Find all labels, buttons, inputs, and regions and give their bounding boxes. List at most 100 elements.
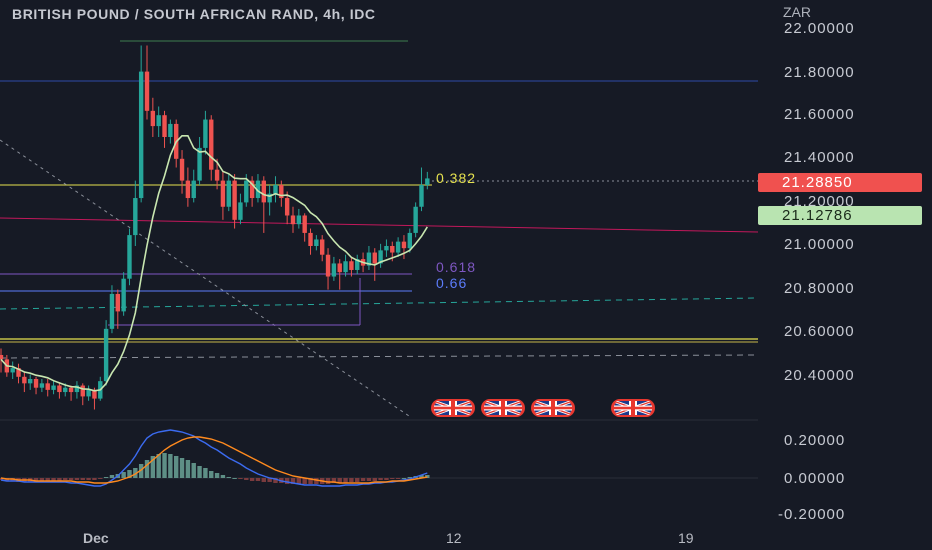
macd-histogram-bar (366, 478, 372, 481)
candle-body (0, 355, 4, 360)
macd-histogram-bar (378, 478, 383, 480)
candle-body (273, 184, 278, 194)
macd-histogram-bar (109, 475, 115, 478)
candle-body (22, 376, 27, 384)
macd-histogram-bar (355, 478, 360, 482)
candle-body (366, 252, 372, 266)
candle-body (220, 180, 226, 207)
macd-histogram-bar (255, 478, 261, 481)
price-label: 22.00000 (784, 20, 855, 37)
macd-histogram-bar (127, 470, 132, 478)
macd-histogram-bar (220, 475, 226, 478)
candle-body (150, 110, 156, 127)
candle-body (395, 241, 401, 253)
macd-histogram-bar (226, 477, 231, 478)
candle-body (74, 385, 80, 393)
macd-histogram-bar (296, 478, 302, 484)
candle-body (314, 239, 319, 246)
time-label: 12 (446, 530, 462, 546)
chart-title: BRITISH POUND / SOUTH AFRICAN RAND, 4h, … (12, 6, 376, 22)
moving-average-line (0, 135, 428, 392)
candle-body (209, 119, 214, 170)
candle-body (413, 206, 418, 233)
candle-body (109, 293, 115, 329)
candle-body (28, 378, 33, 384)
candle-body (191, 180, 196, 199)
uk-flag-icon[interactable] (611, 399, 655, 417)
price-label: 20.60000 (784, 323, 855, 340)
macd-histogram-bar (51, 478, 56, 481)
price-label: 21.40000 (784, 149, 855, 166)
candle-body (33, 378, 39, 388)
candle-body (39, 383, 45, 388)
macd-axis-label: -0.20000 (778, 506, 846, 523)
macd-histogram-bar (168, 454, 173, 478)
macd-histogram-bar (302, 478, 307, 484)
macd-histogram-bar (121, 472, 126, 478)
candle-body (249, 180, 255, 199)
macd-histogram-bar (144, 460, 150, 478)
candle-body (179, 158, 185, 181)
macd-histogram-bar (150, 456, 156, 478)
candle-body (255, 180, 261, 199)
candle-body (372, 252, 377, 264)
price-label: 21.80000 (784, 64, 855, 81)
macd-histogram-bar (360, 478, 366, 481)
candle-body (68, 387, 74, 393)
candle-body (197, 147, 202, 181)
macd-axis-label: 0.00000 (784, 470, 846, 487)
macd-histogram-bar (98, 478, 103, 479)
dotted-trend-line (0, 139, 413, 419)
uk-flag-icon[interactable] (531, 399, 575, 417)
candle-body (384, 246, 389, 251)
candle-body (425, 178, 430, 185)
macd-histogram-bar (384, 478, 389, 480)
uk-flag-icon[interactable] (481, 399, 525, 417)
macd-histogram-bar (419, 475, 424, 478)
macd-histogram-bar (0, 478, 4, 480)
macd-histogram-bar (290, 478, 296, 484)
price-label: 21.60000 (784, 106, 855, 123)
fib-level-066: 0.66 (436, 275, 468, 291)
candle-body (214, 169, 220, 181)
time-label: 19 (678, 530, 694, 546)
macd-histogram-bar (103, 477, 109, 478)
candle-body (308, 232, 313, 246)
macd-histogram-bar (209, 471, 214, 478)
time-label: Dec (83, 530, 109, 546)
macd-histogram-bar (185, 460, 191, 478)
candle-body (45, 383, 50, 390)
fib-level-0382: 0.382 (436, 170, 477, 186)
candle-body (80, 385, 85, 397)
candle-body (401, 241, 407, 249)
macd-histogram-bar (86, 478, 91, 480)
macd-histogram-bar (244, 478, 249, 480)
macd-histogram-bar (133, 468, 138, 478)
macd-histogram-bar (162, 453, 167, 478)
dashed-line (0, 354, 759, 359)
candle-body (284, 198, 290, 216)
macd-histogram-bar (337, 478, 342, 483)
candle-body (337, 263, 342, 273)
candle-body (331, 263, 337, 277)
macd-axis-label: 0.20000 (784, 432, 846, 449)
macd-histogram-bar (74, 478, 80, 480)
candle-body (127, 235, 132, 279)
macd-histogram-bar (425, 475, 430, 478)
candle-body (51, 385, 56, 390)
macd-histogram-bar (179, 458, 185, 478)
candle-body (92, 389, 97, 399)
macd-histogram-bar (325, 478, 331, 484)
candle-body (63, 387, 68, 393)
macd-histogram-bar (331, 478, 337, 483)
candle-body (407, 232, 412, 249)
moving-average-badge: 21.12786 (758, 206, 922, 225)
uk-flag-icon[interactable] (431, 399, 475, 417)
candle-body (244, 180, 249, 203)
candle-body (296, 215, 302, 225)
price-label: 20.80000 (784, 280, 855, 297)
macd-histogram-bar (349, 478, 354, 482)
candle-body (168, 123, 173, 137)
macd-histogram-bar (401, 478, 407, 479)
